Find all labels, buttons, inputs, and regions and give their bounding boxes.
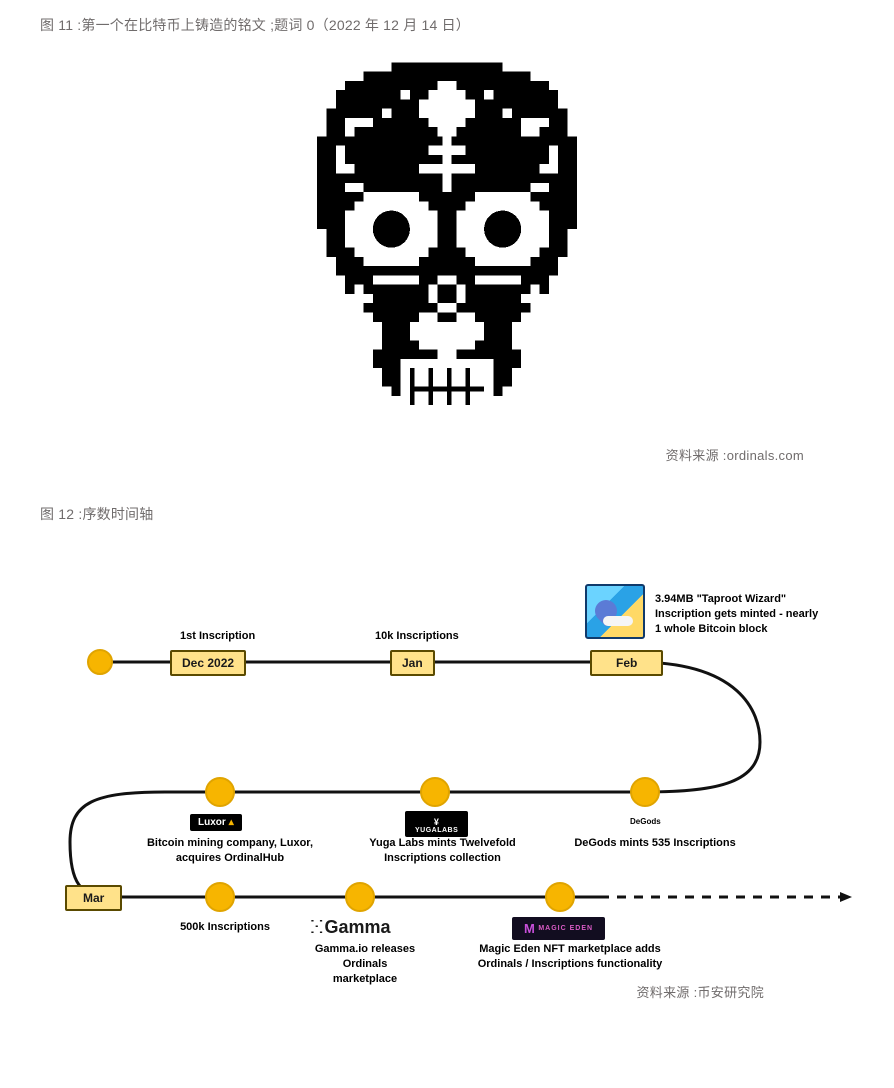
r3c1a: Gamma.io releases — [315, 943, 415, 955]
row3-logo-1: ⵘ Gamma — [310, 917, 391, 938]
r3c2b: Ordinals / Inscriptions functionality — [478, 958, 663, 970]
row1-l2-b: Inscription gets minted - nearly — [655, 608, 818, 620]
figure11-source: 资料来源 :ordinals.com — [40, 445, 854, 464]
row1-label-0: 1st Inscription — [180, 630, 255, 642]
gamma-text: Gamma — [324, 917, 390, 938]
row3-node-0 — [205, 882, 235, 912]
row3-cap-0: 500k Inscriptions — [165, 920, 285, 935]
row3-cap-1: Gamma.io releases Ordinals marketplace — [300, 942, 430, 987]
r2c1b: Inscriptions collection — [384, 852, 501, 864]
row1-label-1: 10k Inscriptions — [375, 630, 459, 642]
figure12-source: 资料来源 :币安研究院 — [40, 982, 854, 1001]
row2-logo-1: ¥ YUGALABS — [405, 811, 468, 837]
timeline-start-node — [87, 649, 113, 675]
row3-node-2 — [545, 882, 575, 912]
timeline: 1st Inscription Dec 2022 10k Inscription… — [40, 542, 854, 982]
row3-logo-2: M MAGIC EDEN — [512, 917, 605, 940]
row2-cap-0: Bitcoin mining company, Luxor, acquires … — [130, 836, 330, 866]
figure11-caption: 图 11 :第一个在比特币上铸造的铭文 ;题词 0（2022 年 12 月 14… — [40, 15, 854, 35]
row2-node-2 — [630, 777, 660, 807]
r2c0a: Bitcoin mining company, Luxor, — [147, 837, 313, 849]
luxor-text: Luxor — [198, 817, 226, 828]
row2-logo-0: Luxor▴ — [190, 814, 242, 831]
r2c2a: DeGods mints 535 Inscriptions — [574, 837, 735, 849]
skull-container — [40, 53, 854, 433]
row2-node-0 — [205, 777, 235, 807]
row1-l2-c: 1 whole Bitcoin block — [655, 623, 767, 635]
skull-pixel-art — [297, 53, 597, 433]
r3c0a: 500k Inscriptions — [180, 921, 270, 933]
row1-box-1: Jan — [390, 650, 435, 676]
figure12-caption: 图 12 :序数时间轴 — [40, 504, 854, 524]
row2-cap-1: Yuga Labs mints Twelvefold Inscriptions … — [355, 836, 530, 866]
r3c1b: Ordinals — [343, 958, 388, 970]
row1-box-0: Dec 2022 — [170, 650, 246, 676]
row1-box-2: Feb — [590, 650, 663, 676]
r2c0b: acquires OrdinalHub — [176, 852, 284, 864]
yl-mark: ¥ — [434, 817, 440, 827]
me-mark: M — [524, 921, 535, 936]
row2-node-1 — [420, 777, 450, 807]
r2c1a: Yuga Labs mints Twelvefold — [369, 837, 516, 849]
row1-l2-a: 3.94MB "Taproot Wizard" — [655, 593, 786, 605]
row3-box: Mar — [65, 885, 122, 911]
row3-node-1 — [345, 882, 375, 912]
row2-logo-2: DeGods — [630, 817, 661, 826]
row2-cap-2: DeGods mints 535 Inscriptions — [560, 836, 750, 851]
row1-label-2: 3.94MB "Taproot Wizard" Inscription gets… — [655, 592, 845, 637]
r3c2a: Magic Eden NFT marketplace adds — [479, 943, 661, 955]
me-text: MAGIC EDEN — [538, 925, 593, 932]
r3c1c: marketplace — [333, 973, 397, 985]
gamma-mark: ⵘ — [310, 917, 321, 938]
wizard-thumbnail — [585, 584, 645, 639]
row3-cap-2: Magic Eden NFT marketplace adds Ordinals… — [460, 942, 680, 972]
yugalabs-text: YUGALABS — [415, 827, 458, 834]
